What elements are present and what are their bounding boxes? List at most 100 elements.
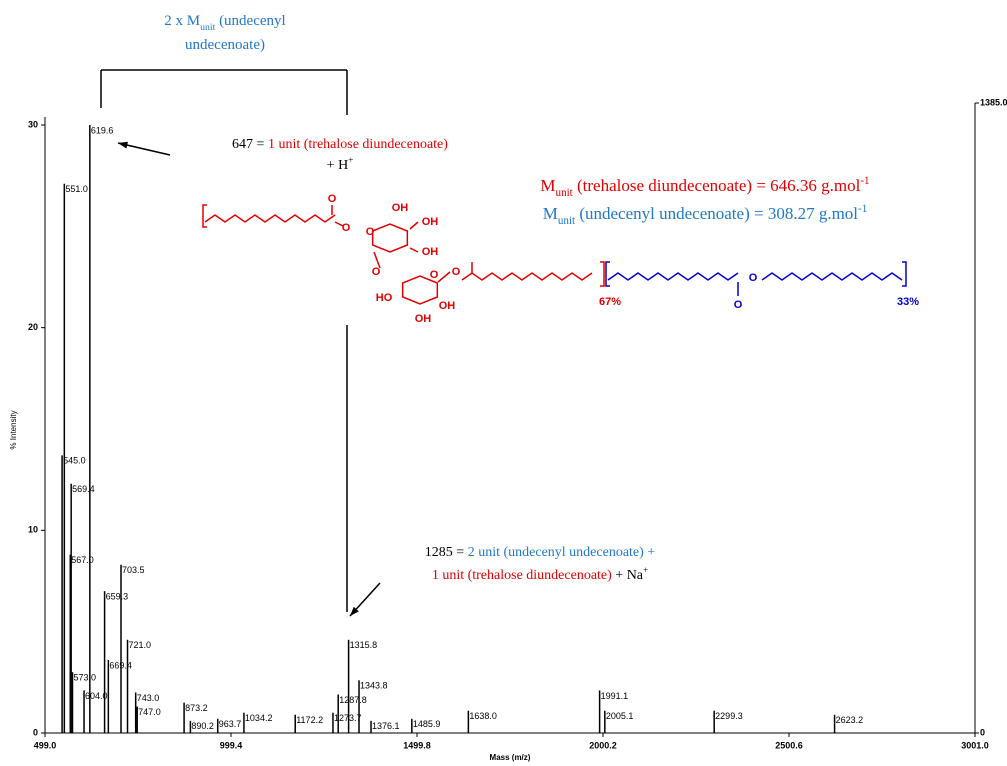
x-axis-label: Mass (m/z) [490,753,531,762]
y-tick-label: 20 [28,322,38,332]
atom-label: HO [376,292,393,304]
annotation: + H+ [327,155,354,173]
annotation-part: (trehalose diundecenoate) = 646.36 g.mol [573,176,861,195]
x-tick-label: 2500.6 [775,740,803,750]
y-tick-label: 0 [33,727,38,737]
peak-label: 1287.8 [339,695,367,705]
peak-label: 1376.1 [372,721,400,731]
annotation-part: unit [556,187,573,199]
annotation-part: -1 [860,175,869,187]
y-tick-label: 10 [28,525,38,535]
annotation: undecenoate) [185,37,265,53]
x-tick-label: 999.4 [220,740,243,750]
annotation: 647 = 1 unit (trehalose diundecenoate) [232,137,448,152]
annotation: Munit (undecenyl undecenoate) = 308.27 g… [543,203,867,227]
atom-label: O [366,226,375,238]
arrowhead [118,141,128,149]
annotation: Munit (trehalose diundecenoate) = 646.36… [540,175,869,199]
connector [334,221,344,227]
connector [409,247,419,253]
connector [409,221,419,230]
atom-label: O [372,266,381,278]
peak-label: 545.0 [63,456,86,466]
peak-label: 1638.0 [469,711,497,721]
x-tick-label: 1499.8 [403,740,431,750]
ring [371,223,409,253]
annotation-part: M [540,176,555,195]
peak-label: 721.0 [129,640,152,650]
annotation: 1285 = 2 unit (undecenyl undecenoate) + [425,545,656,560]
bracket [902,261,907,287]
atom-label: O [328,193,337,205]
atom-label: OH [392,202,409,214]
ring [401,275,439,305]
atom-label: OH [439,300,456,312]
atom-label: OH [422,246,439,258]
peak-label: 1315.8 [350,640,378,650]
atom-label: O [430,269,439,281]
annotation-part: + H [327,158,349,173]
fraction-label: 67% [599,296,621,308]
annotation-part: M [543,204,558,223]
peak-label: 1034.2 [245,713,273,723]
arrowhead [350,606,359,616]
y-tick-label: 30 [28,119,38,129]
peak-label: 1273.7 [334,713,362,723]
peak-label: 1172.2 [296,715,323,725]
peak-label: 569.4 [72,484,95,494]
fraction-label: 33% [897,296,919,308]
peak-label: 1991.1 [601,691,629,701]
peak-label: 1343.8 [360,681,388,691]
annotation-part: 1 unit (trehalose diundecenoate) [268,137,448,152]
annotation-part: + [643,565,648,575]
x-tick-label: 3001.0 [961,740,989,750]
x-tick-label: 2000.2 [589,740,617,750]
annotation-part: 2 x M [164,13,200,29]
atom-label: O [749,272,758,284]
annotation-part: 2 unit (undecenyl undecenoate) + [468,545,656,560]
connector [437,271,451,283]
chain [461,272,593,281]
peak-label: 963.7 [219,719,242,729]
bracket [202,204,207,228]
atom-label: OH [422,216,439,228]
peak-label: 2299.3 [715,711,743,721]
chain [761,272,903,281]
atom-label: O [342,222,351,234]
chain [607,272,739,281]
atom-label: OH [415,313,432,325]
annotation-part: -1 [858,203,867,215]
peak-label: 703.5 [122,565,145,575]
annotation-part: unit [200,22,215,33]
peak-label: 2623.2 [836,715,864,725]
chain [204,214,336,223]
atom-label: O [734,299,743,311]
annotation: 1 unit (trehalose diundecenoate) + Na+ [432,565,648,583]
bracket [600,261,605,287]
annotation-part: + [348,155,353,165]
bracket [605,261,610,287]
peak-label: 604.0 [85,691,108,701]
annotation-part: undecenoate) [185,37,265,53]
peak-label: 747.0 [138,707,161,717]
annotation-part: 647 = [232,137,268,152]
peak-label: 619.6 [91,125,114,135]
annotation-part: + Na [612,568,644,583]
peak-label: 551.0 [65,184,88,194]
peak-label: 2005.1 [606,711,634,721]
y-axis-label: % Intensity [9,410,18,449]
annotation-part: unit [558,215,575,227]
annotation: 2 x Munit (undecenyl [164,13,285,32]
peak-label: 659.3 [106,592,129,602]
peak-label: 873.2 [185,703,208,713]
x-tick-label: 499.0 [34,740,57,750]
peak-label: 573.0 [74,673,97,683]
annotation-part: 1 unit (trehalose diundecenoate) [432,568,612,583]
peak-label: 890.2 [191,721,214,731]
y2-tick-label: 1385.0 [980,97,1007,107]
peak-label: 1485.9 [413,719,441,729]
atom-label: O [452,266,461,278]
peak-label: 567.0 [71,555,94,565]
annotation-part: (undecenyl undecenoate) = 308.27 g.mol [575,204,858,223]
